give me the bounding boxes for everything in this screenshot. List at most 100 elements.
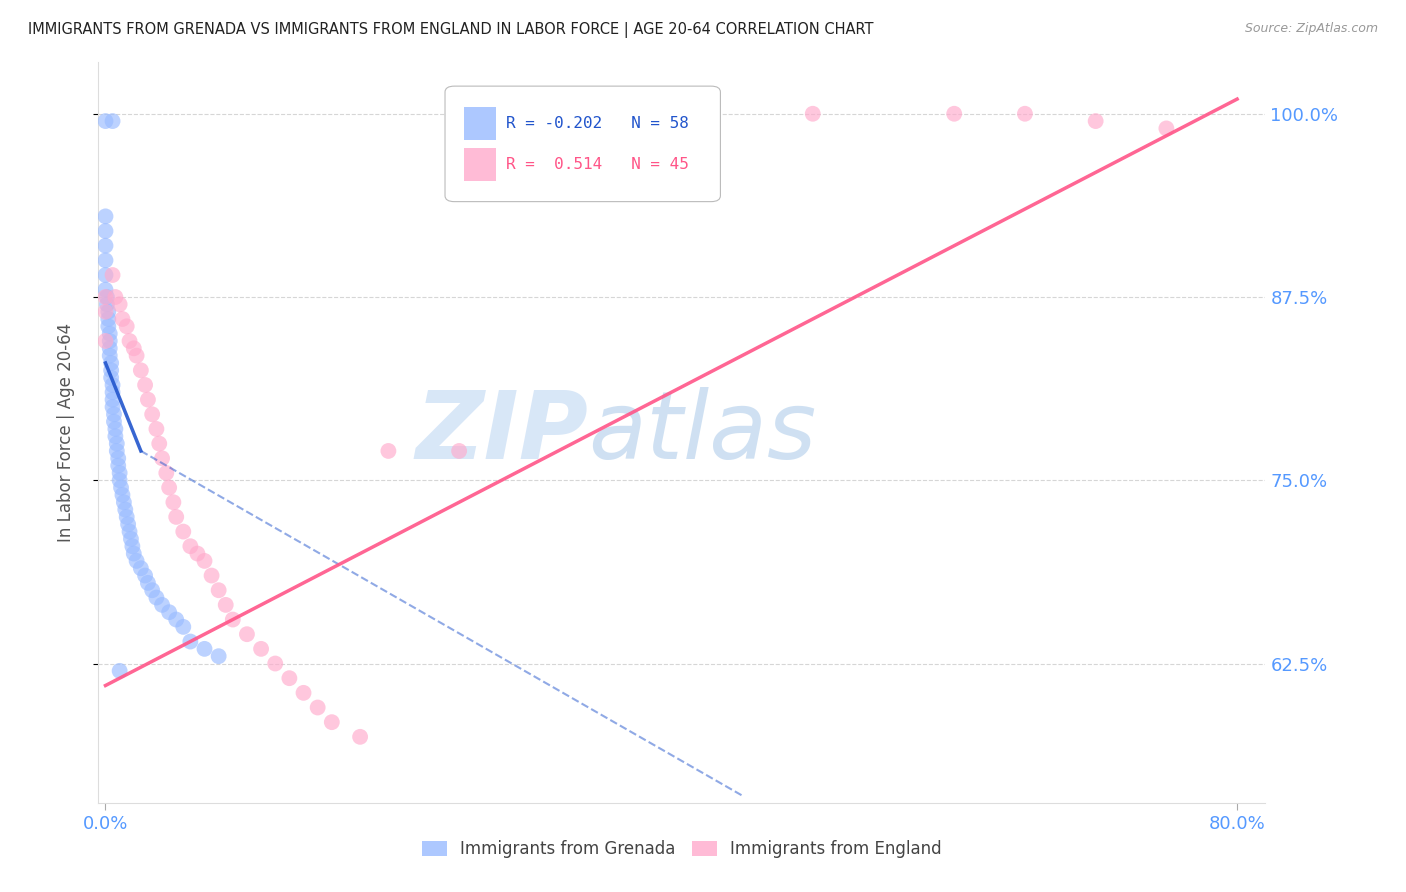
Point <box>115 319 138 334</box>
Point <box>1156 121 1178 136</box>
Point <box>377 444 399 458</box>
Point <box>134 378 156 392</box>
Point <box>104 429 127 443</box>
Text: Source: ZipAtlas.com: Source: ZipAtlas.com <box>1244 22 1378 36</box>
Bar <box>464 147 496 181</box>
Point <box>136 575 159 590</box>
Point <box>165 613 187 627</box>
Point <box>107 458 129 473</box>
Point <box>129 363 152 377</box>
Point <box>321 715 343 730</box>
Legend: Immigrants from Grenada, Immigrants from England: Immigrants from Grenada, Immigrants from… <box>415 833 949 865</box>
Point <box>108 664 131 678</box>
Point <box>172 620 194 634</box>
Point <box>208 583 231 598</box>
Point <box>179 634 201 648</box>
Point <box>120 532 142 546</box>
Point <box>101 392 124 407</box>
Point <box>111 312 134 326</box>
Text: ZIP: ZIP <box>416 386 589 479</box>
Point <box>1014 107 1036 121</box>
Point <box>94 268 117 282</box>
Bar <box>464 107 496 140</box>
Point <box>112 495 135 509</box>
Text: R = -0.202   N = 58: R = -0.202 N = 58 <box>506 116 689 131</box>
Text: atlas: atlas <box>589 387 817 478</box>
Point <box>98 334 121 348</box>
Point <box>148 436 170 450</box>
Point <box>110 481 132 495</box>
Point <box>121 539 143 553</box>
Point <box>145 591 167 605</box>
Point <box>122 547 145 561</box>
Point <box>179 539 201 553</box>
Point <box>105 436 128 450</box>
Point <box>108 473 131 487</box>
Point <box>236 627 259 641</box>
Point <box>100 356 122 370</box>
Point <box>94 238 117 252</box>
Point <box>208 649 231 664</box>
Point <box>108 466 131 480</box>
Point <box>101 114 124 128</box>
Point <box>97 304 120 318</box>
Point <box>1084 114 1107 128</box>
Y-axis label: In Labor Force | Age 20-64: In Labor Force | Age 20-64 <box>56 323 75 542</box>
Point <box>349 730 371 744</box>
Point <box>98 326 121 341</box>
Point <box>101 400 124 414</box>
Point <box>136 392 159 407</box>
Point <box>125 554 148 568</box>
Point <box>193 641 215 656</box>
Point <box>129 561 152 575</box>
Point <box>94 283 117 297</box>
Point <box>94 334 117 348</box>
Point <box>292 686 315 700</box>
Point <box>94 114 117 128</box>
Point <box>94 304 117 318</box>
Point <box>100 370 122 384</box>
Point <box>165 510 187 524</box>
Point <box>449 444 471 458</box>
Point <box>125 349 148 363</box>
Point <box>172 524 194 539</box>
Point <box>193 554 215 568</box>
Point <box>943 107 966 121</box>
Point <box>264 657 287 671</box>
Point <box>122 341 145 355</box>
Point <box>145 422 167 436</box>
Point <box>141 407 163 421</box>
Point <box>118 524 141 539</box>
Point <box>141 583 163 598</box>
Point <box>186 547 208 561</box>
Point <box>117 517 139 532</box>
Point <box>155 466 177 480</box>
Text: IMMIGRANTS FROM GRENADA VS IMMIGRANTS FROM ENGLAND IN LABOR FORCE | AGE 20-64 CO: IMMIGRANTS FROM GRENADA VS IMMIGRANTS FR… <box>28 22 873 38</box>
Point <box>98 341 121 355</box>
Point <box>115 510 138 524</box>
Point <box>97 319 120 334</box>
Text: R =  0.514   N = 45: R = 0.514 N = 45 <box>506 157 689 172</box>
Point <box>801 107 824 121</box>
Point <box>150 451 173 466</box>
Point <box>103 415 125 429</box>
Point <box>101 385 124 400</box>
Point <box>200 568 222 582</box>
Point <box>278 671 301 685</box>
Point <box>250 641 273 656</box>
Point <box>94 290 117 304</box>
Point <box>96 297 118 311</box>
Point <box>134 568 156 582</box>
Point <box>96 290 118 304</box>
Point <box>222 613 245 627</box>
Point <box>108 297 131 311</box>
Point <box>100 363 122 377</box>
Point <box>157 605 180 619</box>
Point <box>215 598 238 612</box>
Point <box>101 378 124 392</box>
Point <box>94 253 117 268</box>
Point <box>97 312 120 326</box>
Point <box>114 502 136 516</box>
Point <box>107 451 129 466</box>
Point <box>307 700 329 714</box>
